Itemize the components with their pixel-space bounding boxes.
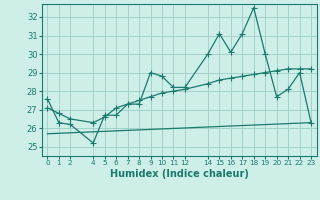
X-axis label: Humidex (Indice chaleur): Humidex (Indice chaleur) xyxy=(110,169,249,179)
